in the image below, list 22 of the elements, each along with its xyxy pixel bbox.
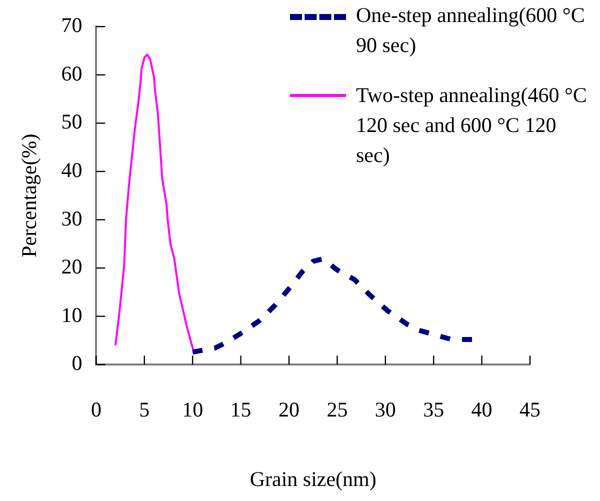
x-tick-label: 25: [326, 398, 348, 422]
y-tick-label: 40: [61, 158, 82, 182]
legend-label: Two-step annealing(460 °C 120 sec and 600 °C 120 sec): [356, 82, 588, 169]
x-tick-label: 15: [230, 398, 252, 422]
x-tick-label: 10: [182, 398, 204, 422]
y-tick-label: 30: [61, 206, 82, 230]
x-tick-label: 30: [374, 398, 396, 422]
x-tick-label: 35: [423, 398, 444, 422]
y-tick-label: 10: [61, 302, 82, 327]
x-tick-label: 20: [278, 398, 300, 422]
x-tick-label: 0: [90, 398, 102, 422]
legend-label: One-step annealing(600 °C 90 sec): [356, 2, 586, 59]
x-axis-title: Grain size(nm): [250, 466, 376, 491]
y-tick-label: 60: [61, 61, 82, 86]
x-tick-label: 5: [139, 398, 150, 422]
y-tick-label: 0: [72, 351, 82, 376]
x-tick-label: 45: [520, 398, 540, 422]
y-tick-label: 70: [61, 13, 82, 38]
x-tick-label: 40: [471, 398, 492, 422]
y-axis-title: Percentage(%): [17, 134, 42, 258]
y-tick-label: 50: [61, 110, 82, 134]
y-tick-label: 20: [61, 254, 82, 279]
